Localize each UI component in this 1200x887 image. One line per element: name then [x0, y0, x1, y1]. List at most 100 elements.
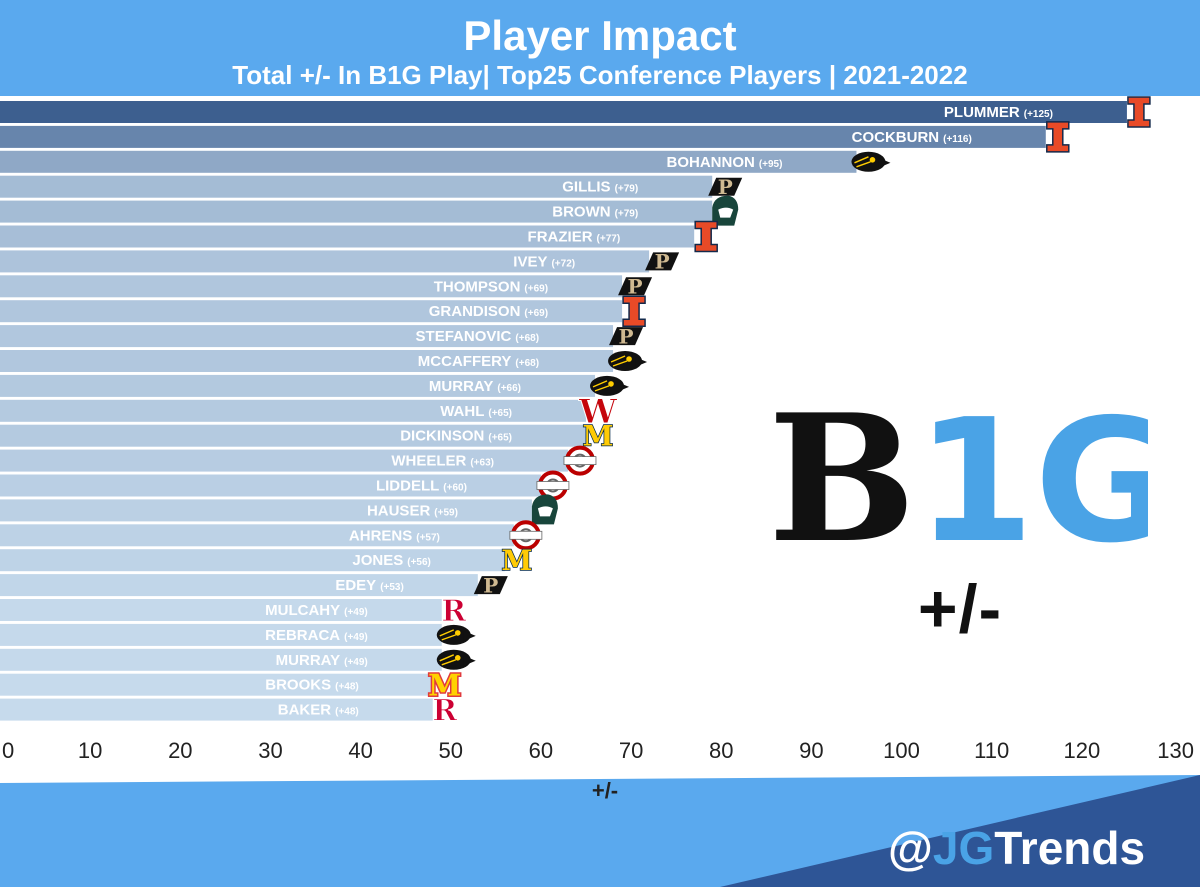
bar-label: MURRAY (+66): [429, 378, 521, 395]
hawk-beak: [463, 655, 476, 666]
bar: [0, 474, 541, 497]
purdue-logo: P: [609, 324, 644, 348]
wisconsin-logo: W: [577, 391, 618, 432]
purdue-logo: P: [473, 573, 508, 597]
bar-label: AHRENS (+57): [349, 527, 440, 544]
value-label: (+60): [443, 483, 467, 494]
bar: [0, 549, 505, 572]
spartan-face: [718, 207, 734, 218]
ohio-state-band: [536, 481, 570, 490]
big-ten-logo-1g: 1G: [916, 402, 1148, 552]
player-name: IVEY: [513, 253, 547, 270]
purdue-p: P: [655, 250, 670, 274]
bar-label: BOHANNON (+95): [666, 154, 782, 171]
bar-label: THOMPSON (+69): [434, 278, 548, 295]
value-label: (+63): [470, 458, 494, 469]
player-name: BROWN: [552, 204, 610, 221]
bar: [0, 698, 433, 721]
value-label: (+56): [407, 557, 431, 568]
player-name: LIDDELL: [376, 478, 439, 495]
bar-label: EDEY (+53): [335, 577, 403, 594]
player-name: COCKBURN: [852, 129, 940, 146]
value-label: (+95): [759, 159, 783, 170]
illinois-logo: [622, 295, 646, 327]
bar: [0, 225, 695, 248]
value-label: (+53): [380, 582, 404, 593]
bar: [0, 524, 514, 547]
iowa-hawkeye-logo: [590, 375, 630, 396]
chart-title: Player Impact: [463, 12, 737, 59]
x-tick-label: 10: [78, 738, 102, 763]
michigan-state-spartan-logo: [531, 494, 558, 525]
value-label: (+49): [344, 607, 368, 618]
bar: [0, 399, 586, 422]
bar-label: WAHL (+65): [440, 403, 512, 420]
bar-label: STEFANOVIC (+68): [416, 328, 539, 345]
value-label: (+69): [524, 308, 548, 319]
x-tick-label: 100: [883, 738, 920, 763]
purdue-logo: P: [618, 275, 653, 299]
bar-label: BROWN (+79): [552, 204, 638, 221]
purdue-p: P: [619, 324, 634, 348]
bar-label: LIDDELL (+60): [376, 478, 467, 495]
michigan-m: M: [501, 544, 532, 577]
x-tick-label: 20: [168, 738, 192, 763]
player-name: HAUSER: [367, 502, 431, 519]
logo-plus-minus: +/-: [917, 571, 1003, 647]
illinois-block-i: [694, 220, 718, 253]
bar: [0, 250, 650, 273]
value-label: (+48): [335, 707, 359, 718]
michigan-state-spartan-logo: [712, 195, 739, 226]
bar: [0, 374, 596, 397]
rutgers-logo: R: [432, 693, 459, 729]
spartan-face: [537, 506, 553, 517]
wisconsin-w: W: [578, 392, 618, 432]
bar-label: PLUMMER (+125): [944, 104, 1053, 121]
player-name: PLUMMER: [944, 104, 1020, 121]
value-label: (+57): [416, 532, 440, 543]
purdue-shape: [618, 277, 653, 296]
iowa-hawkeye-logo: [436, 649, 476, 670]
purdue-shape: [609, 327, 644, 346]
bar-label: BAKER (+48): [278, 702, 359, 719]
purdue-shape: [473, 576, 508, 595]
bar: [0, 623, 442, 646]
bar-label: WHEELER (+63): [391, 453, 494, 470]
x-tick-label: 80: [709, 738, 733, 763]
ohio-state-band: [509, 530, 543, 540]
player-name: MURRAY: [276, 652, 340, 669]
player-name: MCCAFFERY: [418, 353, 512, 370]
hawk-feathers: [610, 355, 628, 367]
player-name: WAHL: [440, 403, 484, 420]
x-tick-label: 70: [619, 738, 643, 763]
bar: [0, 648, 442, 671]
bar-label: IVEY (+72): [513, 253, 575, 270]
hawk-eye: [454, 655, 461, 661]
value-label: (+59): [434, 507, 458, 518]
bar: [0, 424, 586, 447]
handle-at: @: [888, 822, 933, 874]
player-name: FRAZIER: [528, 229, 593, 246]
bar-chart: PLUMMER (+125) COCKBURN (+116) BOHANNON (+95)…: [0, 96, 1194, 763]
x-tick-label: 60: [529, 738, 553, 763]
hawk-eye: [626, 356, 632, 362]
bar-label: MURRAY (+49): [276, 652, 368, 669]
x-tick-label: 130: [1157, 738, 1194, 763]
x-tick-label: 0: [2, 738, 14, 763]
ohio-state-band: [563, 456, 597, 466]
footer-banner: [0, 775, 1200, 887]
iowa-hawkeye-logo: [851, 151, 891, 172]
bar: [0, 200, 713, 223]
bar: [0, 673, 433, 696]
value-label: (+65): [488, 433, 512, 444]
player-name: THOMPSON: [434, 278, 521, 295]
chart-subtitle: Total +/- In B1G Play| Top25 Conference …: [232, 60, 968, 90]
hawk-eye: [869, 157, 876, 163]
value-label: (+125): [1024, 109, 1053, 120]
player-name: STEFANOVIC: [416, 328, 512, 345]
x-tick-label: 30: [258, 738, 282, 763]
bar: [0, 101, 1127, 123]
hawk-beak: [617, 381, 630, 392]
bar: [0, 350, 614, 372]
purdue-p: P: [628, 275, 643, 299]
